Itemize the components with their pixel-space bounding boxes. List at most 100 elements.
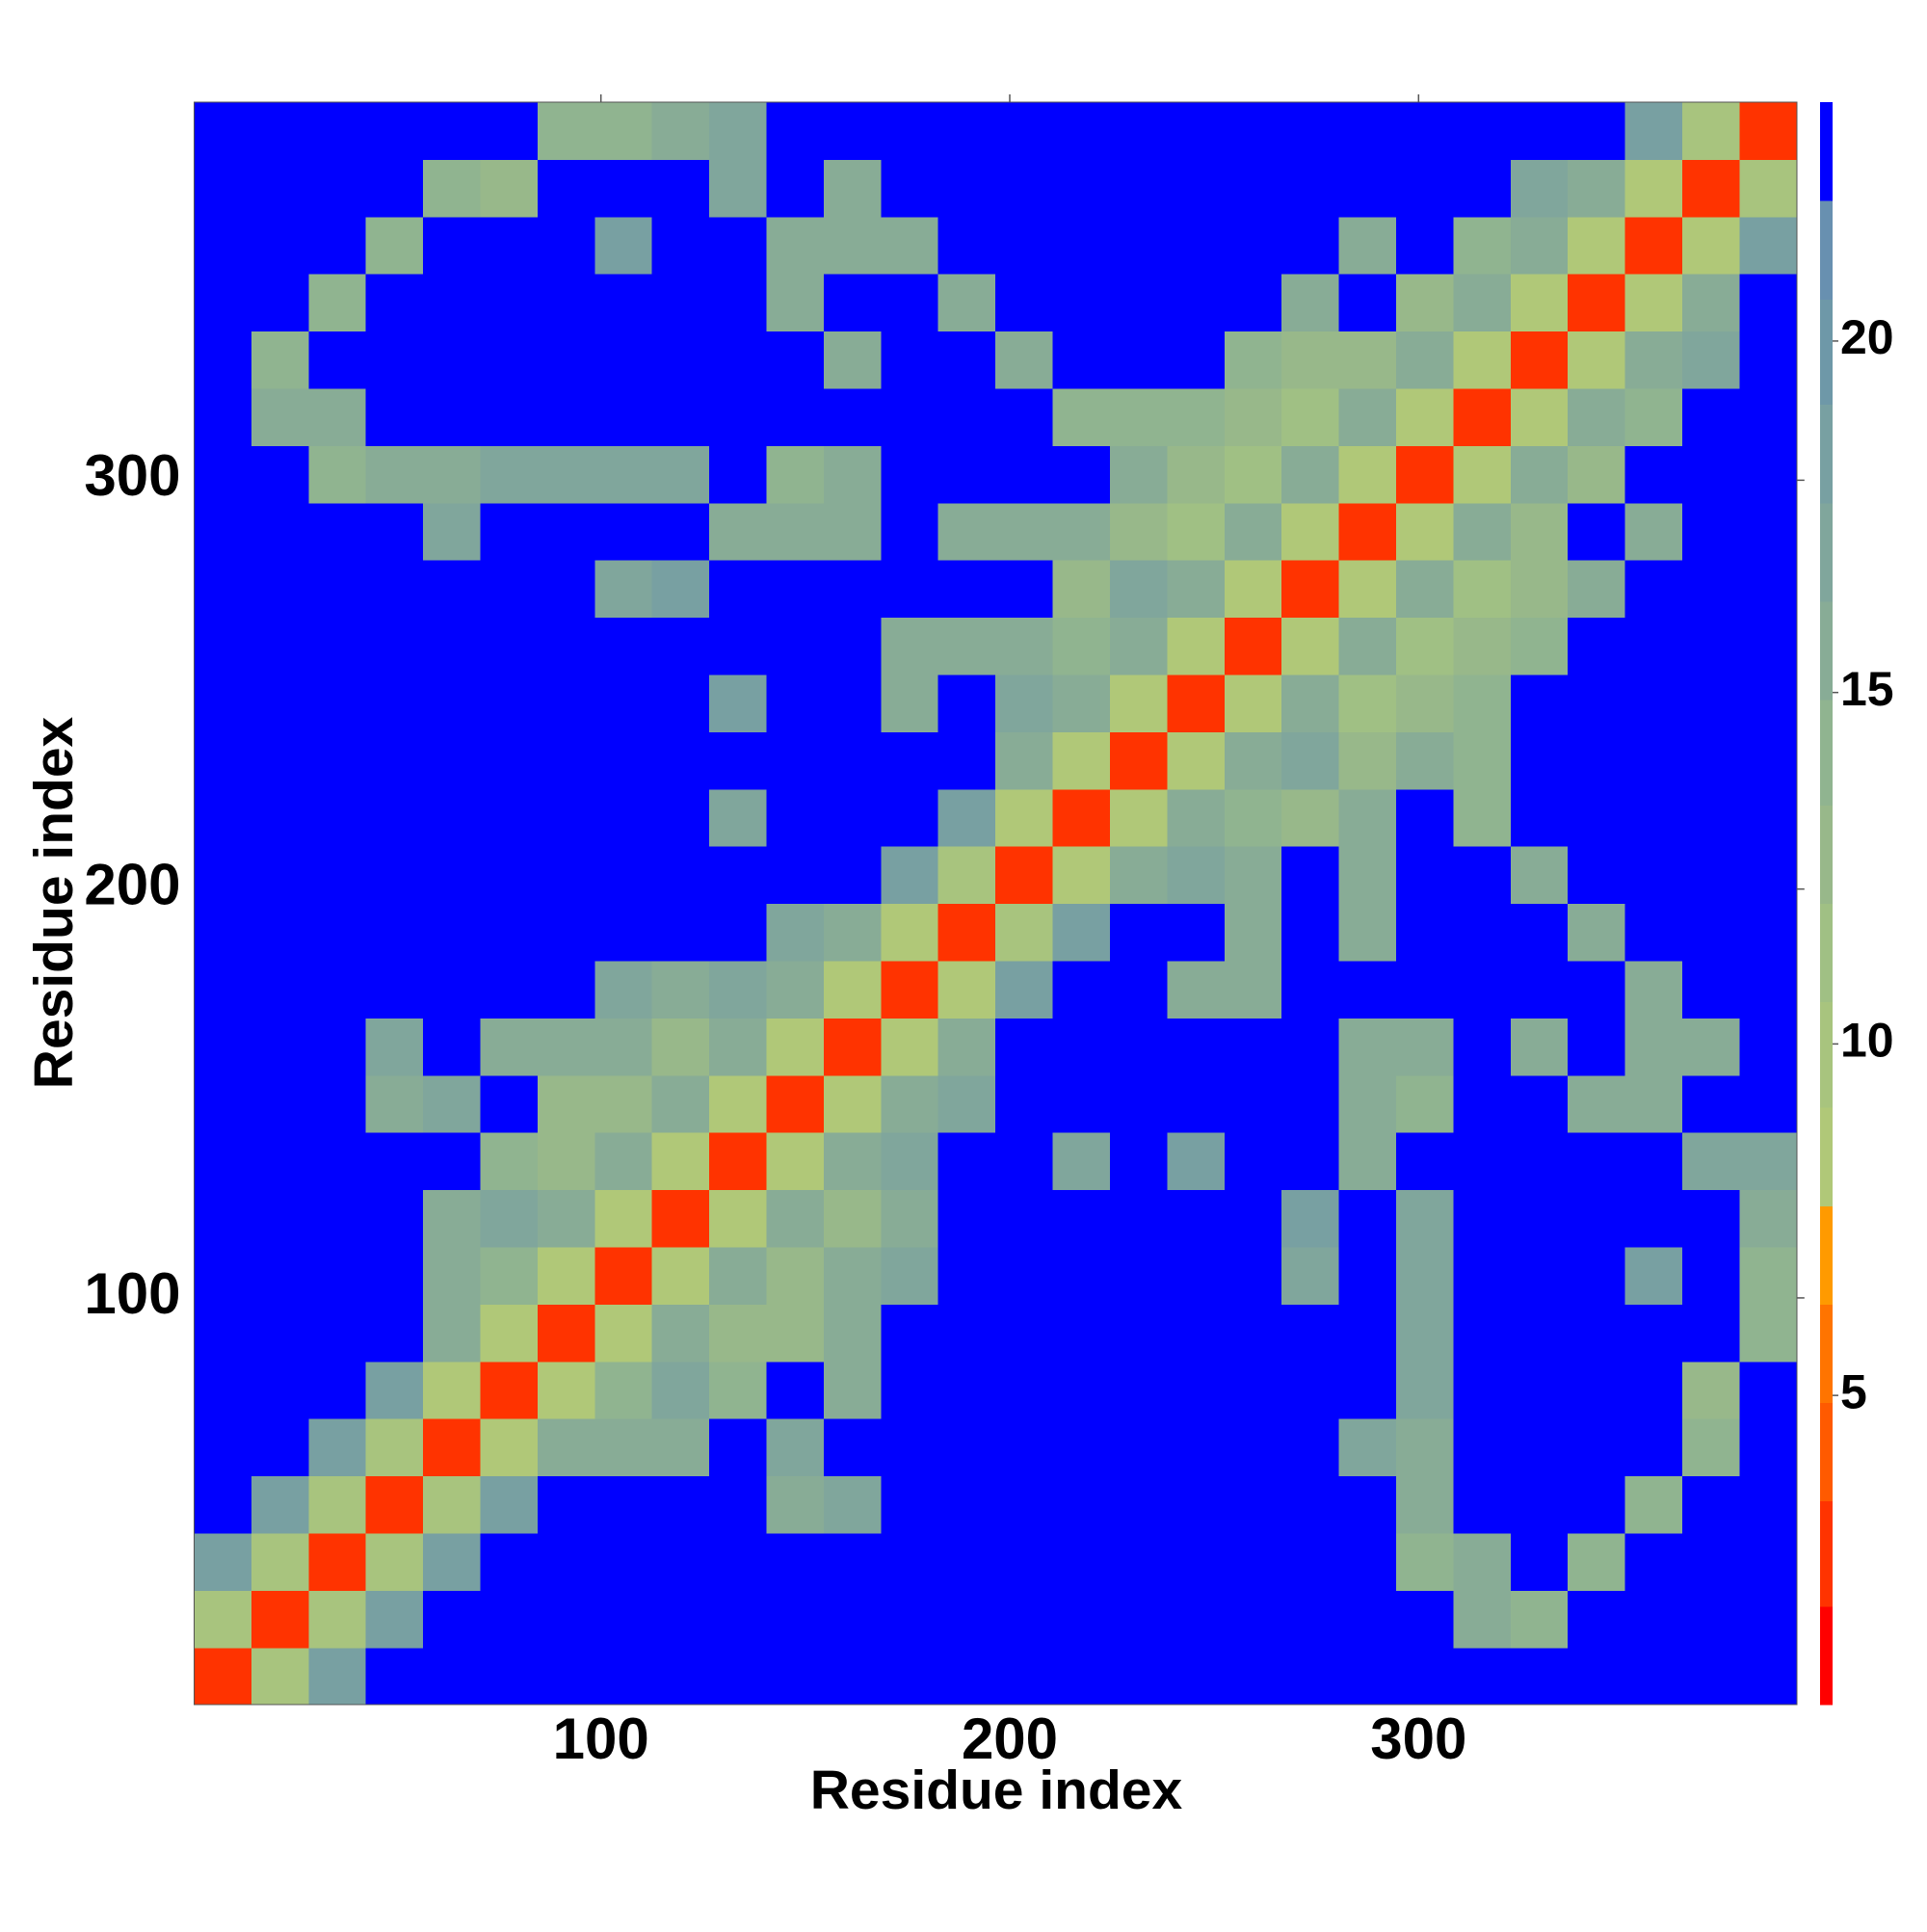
y-axis-title: Residue index: [23, 716, 85, 1089]
heatmap-cell: [937, 1074, 996, 1133]
heatmap-cell: [1624, 1074, 1683, 1133]
heatmap-cell: [1395, 1532, 1454, 1591]
heatmap-cell: [1568, 331, 1626, 389]
heatmap-cell: [308, 1132, 367, 1191]
heatmap-cell: [995, 1532, 1054, 1591]
heatmap-cell: [1224, 617, 1282, 675]
heatmap-cell: [823, 1074, 882, 1133]
y-tick-label: 100: [84, 1261, 180, 1326]
heatmap-cell: [1338, 1132, 1397, 1191]
heatmap-cell: [1052, 1018, 1111, 1076]
heatmap-cell: [937, 1647, 996, 1706]
heatmap-cell: [881, 274, 939, 332]
heatmap-cell: [1739, 274, 1798, 332]
heatmap-cell: [1681, 1074, 1740, 1133]
heatmap-cell: [194, 1418, 252, 1477]
heatmap-cell: [1167, 216, 1226, 275]
heatmap-cell: [194, 846, 252, 905]
heatmap-cell: [1052, 1246, 1111, 1305]
heatmap-cell: [823, 502, 882, 561]
heatmap-cell: [1568, 846, 1626, 905]
plot-frame: [194, 101, 1798, 1706]
heatmap-cell: [594, 1475, 653, 1534]
heatmap-cell: [1395, 502, 1454, 561]
heatmap-cell: [251, 1074, 309, 1133]
heatmap-cell: [881, 1246, 939, 1305]
heatmap-cell: [766, 1647, 825, 1706]
heatmap-cell: [1739, 445, 1798, 504]
heatmap-cell: [1167, 1532, 1226, 1591]
heatmap-cell: [1052, 216, 1111, 275]
heatmap-cell: [537, 960, 595, 1019]
heatmap-cell: [537, 1189, 595, 1248]
heatmap-cell: [365, 674, 424, 732]
colorbar-band: [1820, 502, 1833, 602]
heatmap-cell: [1281, 1590, 1340, 1649]
heatmap-cell: [308, 1074, 367, 1133]
heatmap-cell: [1624, 560, 1683, 619]
heatmap-cell: [1338, 387, 1397, 446]
heatmap-cell: [537, 1246, 595, 1305]
heatmap-cell: [1052, 731, 1111, 790]
heatmap-cell: [594, 216, 653, 275]
heatmap-cell: [1739, 216, 1798, 275]
heatmap-cell: [995, 560, 1054, 619]
heatmap-cell: [1052, 560, 1111, 619]
heatmap-cell: [1281, 617, 1340, 675]
heatmap-cell: [1510, 387, 1569, 446]
heatmap-cell: [881, 159, 939, 218]
heatmap-cell: [1510, 1018, 1569, 1076]
heatmap-cell: [1224, 1475, 1282, 1534]
heatmap-cell: [709, 1647, 768, 1706]
heatmap-cell: [594, 1074, 653, 1133]
heatmap-cell: [251, 788, 309, 847]
heatmap-cell: [1224, 1304, 1282, 1363]
heatmap-cell: [308, 960, 367, 1019]
heatmap-cell: [709, 216, 768, 275]
heatmap-cell: [1681, 1647, 1740, 1706]
heatmap-cell: [423, 1304, 482, 1363]
heatmap-cell: [995, 1418, 1054, 1477]
heatmap-cell: [1739, 1590, 1798, 1649]
heatmap-cell: [1281, 903, 1340, 962]
colorbar-band: [1820, 699, 1833, 806]
heatmap-cell: [365, 274, 424, 332]
heatmap-cell: [709, 1132, 768, 1191]
heatmap-cell: [995, 788, 1054, 847]
heatmap-cell: [1395, 674, 1454, 732]
heatmap-cell: [881, 674, 939, 732]
heatmap-cell: [651, 903, 710, 962]
heatmap-cell: [1224, 101, 1282, 160]
heatmap-cell: [995, 903, 1054, 962]
heatmap-cell: [766, 101, 825, 160]
heatmap-cell: [1510, 331, 1569, 389]
heatmap-cell: [651, 1590, 710, 1649]
heatmap-cell: [1624, 1475, 1683, 1534]
heatmap-cell: [251, 960, 309, 1019]
heatmap-cell: [881, 1590, 939, 1649]
heatmap-cell: [537, 1361, 595, 1419]
y-tick-label: 200: [84, 852, 180, 916]
heatmap-cell: [1167, 445, 1226, 504]
heatmap-cell: [709, 445, 768, 504]
heatmap-cell: [709, 331, 768, 389]
heatmap-cell: [423, 1361, 482, 1419]
heatmap-cell: [480, 445, 539, 504]
heatmap-cell: [1681, 502, 1740, 561]
heatmap-cell: [1395, 387, 1454, 446]
heatmap-cell: [480, 1246, 539, 1305]
heatmap-cell: [537, 274, 595, 332]
heatmap-cell: [823, 1418, 882, 1477]
heatmap-cell: [1109, 560, 1168, 619]
heatmap-cell: [365, 788, 424, 847]
heatmap-cell: [937, 331, 996, 389]
heatmap-cell: [823, 216, 882, 275]
heatmap-cell: [365, 1074, 424, 1133]
heatmap-cell: [1052, 387, 1111, 446]
heatmap-cell: [365, 1475, 424, 1534]
heatmap-cell: [1167, 331, 1226, 389]
heatmap-cell: [1568, 1532, 1626, 1591]
heatmap-cell: [937, 560, 996, 619]
heatmap-cell: [537, 1018, 595, 1076]
heatmap-cell: [1739, 903, 1798, 962]
